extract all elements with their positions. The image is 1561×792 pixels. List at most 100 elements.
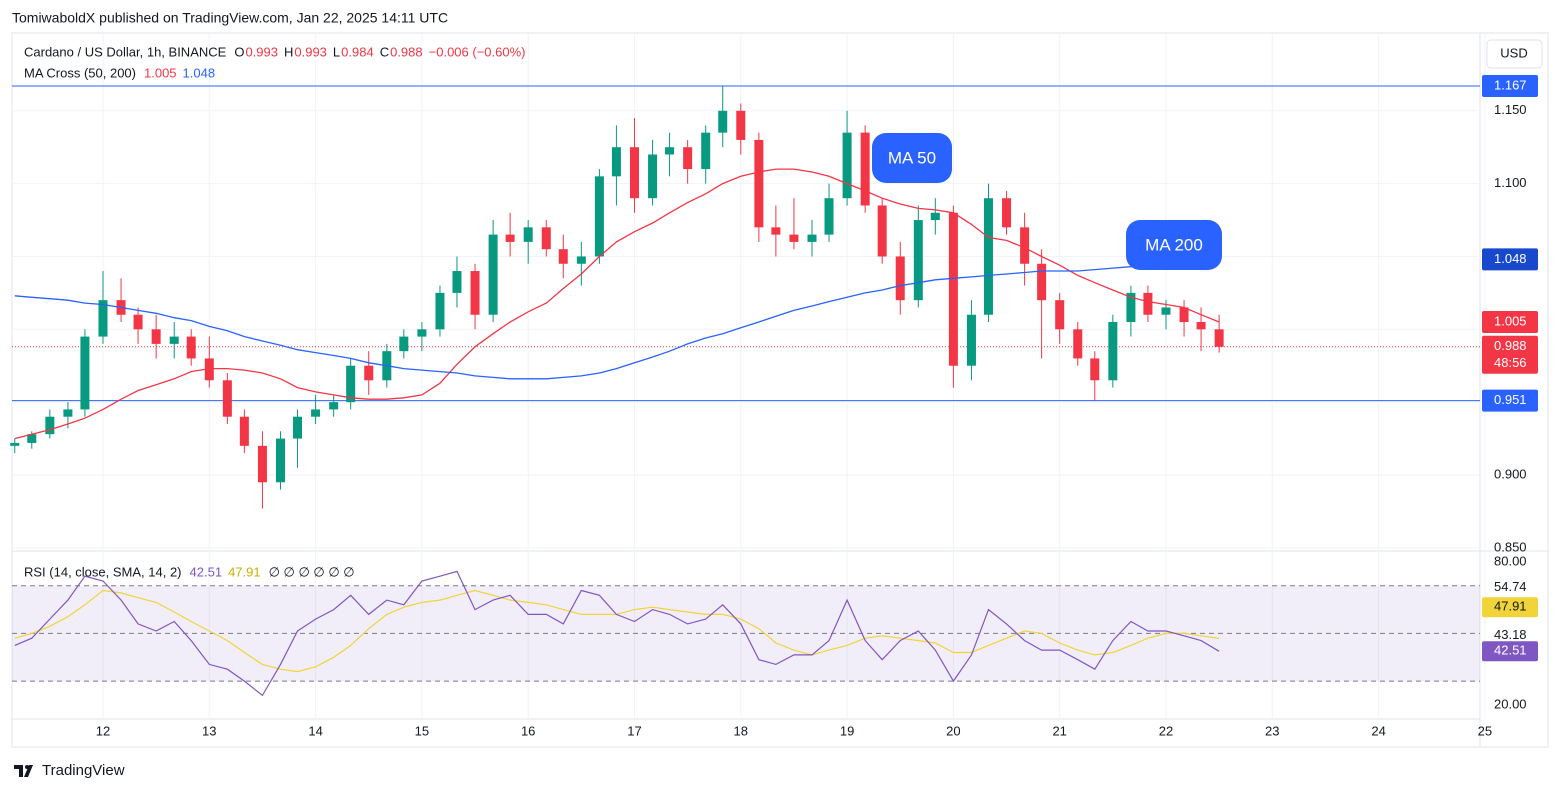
y-tick-label: 1.150 — [1494, 102, 1527, 117]
candle-body — [1090, 358, 1100, 381]
brand: TradingView — [42, 762, 125, 779]
candle-body — [629, 147, 639, 199]
candle-body — [311, 409, 321, 417]
x-tick-label: 22 — [1159, 723, 1173, 738]
candle-body — [27, 434, 37, 443]
candle-body — [186, 336, 196, 359]
chart-frame — [11, 32, 1549, 748]
indicator-value: 47.91 — [228, 564, 261, 579]
ma-annotation: MA 50 — [888, 148, 936, 167]
candle-body — [452, 271, 462, 293]
candle-body — [1214, 329, 1224, 347]
price-label: 1.005 — [1494, 313, 1527, 328]
candle-body — [523, 227, 533, 242]
price-label-box — [1482, 335, 1538, 374]
candle-body — [966, 314, 976, 366]
y-tick-label: 1.100 — [1494, 175, 1527, 190]
candle-body — [276, 438, 286, 483]
candle-body — [80, 336, 90, 410]
candle-body — [948, 212, 958, 366]
candle-body — [718, 110, 728, 133]
scale-text: 43.18 — [1494, 627, 1527, 642]
candle-body — [346, 365, 356, 403]
ohlc-value: 0.993 — [294, 44, 327, 59]
currency[interactable]: USD — [1500, 45, 1527, 60]
candle-body — [736, 110, 746, 140]
price-label: 1.048 — [1494, 251, 1527, 266]
indicator: MA Cross (50, 200) — [24, 65, 136, 80]
candle-body — [1196, 322, 1206, 330]
price-label-box — [1482, 248, 1538, 271]
ohlc-value: 0.988 — [390, 44, 423, 59]
candle-body — [558, 249, 568, 264]
y-tick-label: 0.850 — [1494, 539, 1527, 554]
candle-body — [913, 220, 923, 301]
ma-line — [14, 258, 1220, 380]
x-tick-label: 14 — [308, 723, 322, 738]
candle-body — [1108, 322, 1118, 381]
ma-line — [14, 168, 1220, 440]
ma-annotation: MA 200 — [1145, 235, 1203, 254]
x-tick-label: 16 — [521, 723, 535, 738]
candle-body — [417, 329, 427, 337]
ohlc-key: H — [284, 44, 293, 59]
x-tick-label: 15 — [415, 723, 429, 738]
candle-body — [983, 198, 993, 315]
price-label-box — [1482, 75, 1538, 98]
candle-body — [1179, 307, 1189, 323]
candle-body — [45, 416, 55, 435]
x-tick-label: 20 — [946, 723, 960, 738]
candle-body — [1055, 300, 1065, 330]
ohlc-key: O — [234, 44, 244, 59]
candle-body — [1020, 227, 1030, 264]
candle-body — [611, 147, 621, 177]
x-tick-label: 24 — [1371, 723, 1385, 738]
candle-body — [488, 234, 498, 315]
candle-body — [895, 256, 905, 301]
candle-body — [257, 445, 267, 483]
candle-body — [1037, 263, 1047, 301]
candle-body — [364, 365, 374, 381]
price-label: 0.988 — [1494, 338, 1527, 353]
indicator-value: 1.048 — [183, 65, 216, 80]
publish-note: TomiwaboldX published on TradingView.com… — [12, 10, 448, 26]
candle-body — [133, 314, 143, 330]
candle-body — [824, 198, 834, 235]
y-tick-label: 0.900 — [1494, 466, 1527, 481]
scale-text: 54.74 — [1494, 579, 1527, 594]
candle-body — [470, 271, 480, 315]
candle-body — [505, 234, 515, 242]
price-label-box — [1482, 389, 1538, 412]
rsi-value-label: 47.91 — [1482, 597, 1538, 618]
candle-body — [842, 132, 852, 199]
price-label-box — [1482, 311, 1538, 334]
candle-body — [930, 212, 940, 221]
currency-button[interactable] — [1486, 39, 1543, 69]
rsi-line — [14, 570, 1220, 697]
x-tick-label: 13 — [202, 723, 216, 738]
y-tick-label: 80.00 — [1494, 553, 1527, 568]
candle-body — [63, 409, 73, 417]
candle-body — [98, 300, 108, 337]
candle-body — [10, 442, 20, 446]
rsi-value-box — [1482, 641, 1538, 662]
candle-body — [541, 227, 551, 250]
x-tick-label: 17 — [627, 723, 641, 738]
candle-body — [169, 336, 179, 344]
candle-body — [1161, 307, 1171, 315]
rsi-value-label: 42.51 — [1482, 641, 1538, 662]
countdown: 48:56 — [1494, 355, 1527, 370]
candle-body — [576, 256, 586, 264]
x-tick-label: 25 — [1478, 723, 1492, 738]
rsi-value-box — [1482, 597, 1538, 618]
x-tick-label: 12 — [96, 723, 110, 738]
tradingview-logo — [14, 765, 33, 777]
candle-body — [1126, 292, 1136, 323]
rsi-value: 42.51 — [1494, 643, 1527, 658]
ohlc-value: 0.993 — [245, 44, 278, 59]
x-tick-label: 23 — [1265, 723, 1279, 738]
candle-body — [399, 336, 409, 352]
indicator-value: 42.51 — [190, 564, 223, 579]
